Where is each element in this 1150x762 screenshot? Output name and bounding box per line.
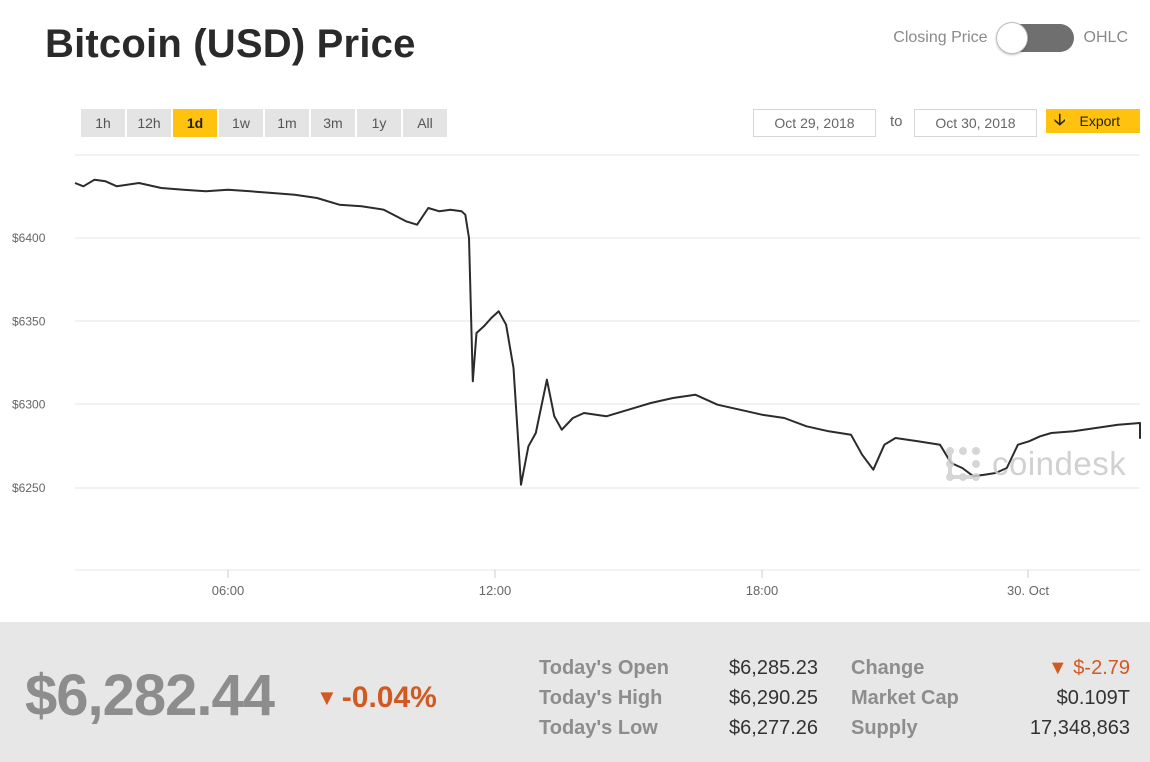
x-tick-label: 06:00 [212, 583, 245, 598]
y-tick-label: $6300 [12, 398, 46, 412]
change-amount: $-2.79 [1073, 657, 1130, 679]
switch-knob[interactable] [995, 22, 1028, 54]
todays-low-label: Today's Low [539, 717, 658, 739]
download-arrow-icon: 🡣 [1054, 112, 1066, 129]
page-title: Bitcoin (USD) Price [45, 22, 416, 66]
todays-high-value: $6,290.25 [729, 687, 818, 709]
range-selector: 1h 12h 1d 1w 1m 3m 1y All [81, 109, 447, 137]
todays-low-value: $6,277.26 [729, 717, 818, 739]
x-tick-label: 30. Oct [1007, 583, 1049, 598]
range-button-12h[interactable]: 12h [127, 109, 171, 137]
range-button-1h[interactable]: 1h [81, 109, 125, 137]
price-series-line[interactable] [74, 178, 1141, 486]
change-label: Change [851, 657, 925, 679]
range-button-all[interactable]: All [403, 109, 447, 137]
change-value: ▼ $-2.79 [1048, 657, 1130, 680]
current-price: $6,282.44 [25, 663, 275, 728]
coindesk-watermark: coindesk [944, 445, 1126, 483]
change-percent-value: -0.04% [341, 681, 437, 714]
date-to-label: to [890, 113, 903, 130]
mode-switch[interactable] [995, 22, 1074, 54]
range-button-1w[interactable]: 1w [219, 109, 263, 137]
supply-value: 17,348,863 [1029, 717, 1130, 739]
range-button-1m[interactable]: 1m [265, 109, 309, 137]
y-tick-label: $6250 [12, 481, 46, 495]
date-to-input[interactable]: Oct 30, 2018 [914, 109, 1037, 137]
export-label: Export [1079, 113, 1120, 129]
change-percent: ▼ -0.04% [316, 681, 437, 715]
x-tick-label: 18:00 [746, 583, 779, 598]
coindesk-logo-icon [946, 447, 980, 481]
change-down-icon: ▼ [1047, 657, 1074, 679]
x-tick-label: 12:00 [479, 583, 512, 598]
todays-high-label: Today's High [539, 687, 663, 709]
date-from-input[interactable]: Oct 29, 2018 [753, 109, 876, 137]
closing-price-label[interactable]: Closing Price [893, 29, 988, 46]
price-chart[interactable]: $6250 $6300 $6350 $6400 06:00 12:00 18:00 30. O… [0, 150, 1150, 610]
y-tick-label: $6400 [12, 231, 46, 245]
market-cap-value: $0.109T [1056, 687, 1130, 709]
chart-canvas[interactable]: $6250 $6300 $6350 $6400 06:00 12:00 18:00 30. O… [0, 150, 1150, 610]
todays-open-value: $6,285.23 [729, 657, 818, 679]
range-button-3m[interactable]: 3m [311, 109, 355, 137]
export-button[interactable]: 🡣 Export [1046, 109, 1140, 133]
price-mode-toggle: Closing Price OHLC [893, 22, 1128, 54]
todays-open-label: Today's Open [539, 657, 669, 679]
down-triangle-icon: ▼ [316, 685, 338, 710]
range-button-1y[interactable]: 1y [357, 109, 401, 137]
supply-label: Supply [851, 717, 918, 739]
ohlc-label[interactable]: OHLC [1083, 29, 1128, 46]
market-cap-label: Market Cap [851, 687, 959, 709]
watermark-text: coindesk [992, 445, 1127, 482]
stats-panel: $6,282.44 ▼ -0.04% Today's Open $6,285.23… [0, 622, 1150, 762]
range-button-1d[interactable]: 1d [173, 109, 217, 137]
y-tick-label: $6350 [12, 314, 46, 328]
